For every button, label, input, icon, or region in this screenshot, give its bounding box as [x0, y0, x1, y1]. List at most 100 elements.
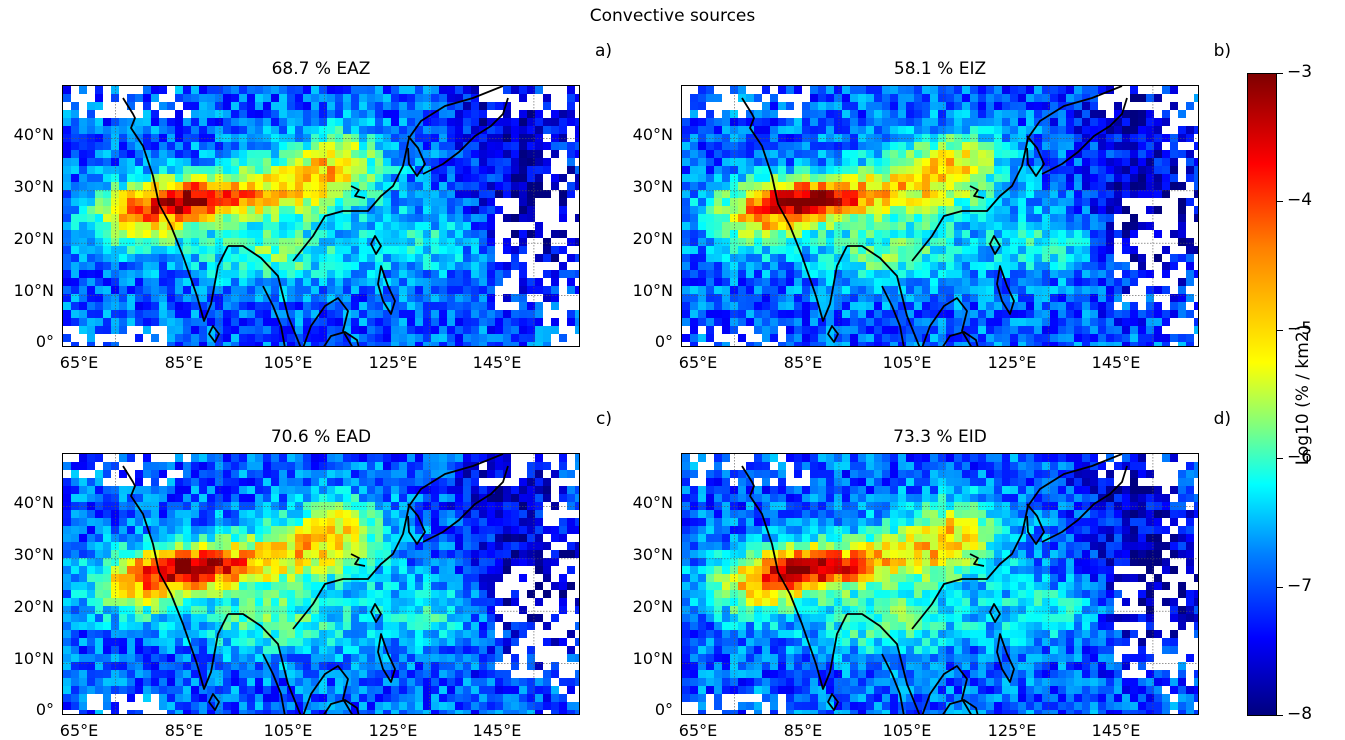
heatmap-cell: [463, 270, 471, 278]
heatmap-cell: [335, 174, 343, 182]
heatmap-cell: [938, 326, 946, 334]
heatmap-cell: [95, 286, 103, 294]
heatmap-cell: [263, 598, 271, 606]
heatmap-cell: [1050, 134, 1058, 142]
heatmap-cell: [722, 230, 730, 238]
heatmap-cell: [423, 142, 431, 150]
heatmap-cell: [551, 254, 559, 262]
heatmap-cell: [263, 230, 271, 238]
heatmap-cell: [279, 118, 287, 126]
heatmap-cell: [690, 302, 698, 310]
heatmap-cell: [1186, 126, 1194, 134]
heatmap-cell: [127, 518, 135, 526]
heatmap-cell: [111, 654, 119, 662]
heatmap-cell: [71, 694, 79, 702]
heatmap-cell: [1082, 334, 1090, 342]
heatmap-cell: [1010, 118, 1018, 126]
heatmap-cell: [543, 294, 551, 302]
heatmap-cell: [231, 334, 239, 342]
heatmap-cell: [1002, 110, 1010, 118]
heatmap-cell: [778, 174, 786, 182]
heatmap-cell: [1002, 262, 1010, 270]
heatmap-cell: [167, 654, 175, 662]
heatmap-cell: [754, 118, 762, 126]
heatmap-cell: [1018, 118, 1026, 126]
heatmap-cell: [255, 590, 263, 598]
heatmap-cell: [1186, 310, 1194, 318]
heatmap-cell: [730, 126, 738, 134]
heatmap-cell: [175, 142, 183, 150]
heatmap-cell: [682, 198, 690, 206]
heatmap-cell: [543, 190, 551, 198]
heatmap-cell: [63, 230, 71, 238]
heatmap-cell: [1106, 270, 1114, 278]
heatmap-cell: [962, 294, 970, 302]
heatmap-cell: [922, 182, 930, 190]
heatmap-cell: [503, 270, 511, 278]
heatmap-cell: [858, 214, 866, 222]
heatmap-cell: [263, 606, 271, 614]
heatmap-cell: [119, 526, 127, 534]
heatmap-cell: [311, 630, 319, 638]
heatmap-cell: [962, 142, 970, 150]
heatmap-cell: [1186, 134, 1194, 142]
heatmap-cell: [271, 590, 279, 598]
heatmap-cell: [135, 494, 143, 502]
heatmap-cell: [151, 294, 159, 302]
heatmap-cell: [79, 510, 87, 518]
heatmap-cell: [71, 222, 79, 230]
heatmap-cell: [882, 182, 890, 190]
heatmap-cell: [431, 222, 439, 230]
heatmap-cell: [223, 702, 231, 710]
heatmap-cell: [754, 150, 762, 158]
heatmap-cell: [239, 582, 247, 590]
heatmap-cell: [914, 174, 922, 182]
heatmap-cell: [111, 86, 119, 94]
heatmap-cell: [559, 174, 567, 182]
heatmap-cell: [1186, 294, 1194, 302]
heatmap-cell: [1018, 182, 1026, 190]
heatmap-cell: [994, 166, 1002, 174]
heatmap-cell: [842, 310, 850, 318]
heatmap-cell: [79, 478, 87, 486]
heatmap-cell: [359, 214, 367, 222]
heatmap-cell: [423, 206, 431, 214]
heatmap-cell: [151, 670, 159, 678]
heatmap-cell: [946, 158, 954, 166]
heatmap-cell: [79, 574, 87, 582]
heatmap-cell: [335, 286, 343, 294]
heatmap-cell: [1098, 150, 1106, 158]
heatmap-cell: [119, 302, 127, 310]
heatmap-cell: [263, 206, 271, 214]
heatmap-cell: [143, 222, 151, 230]
heatmap-cell: [127, 214, 135, 222]
heatmap-cell: [802, 214, 810, 222]
heatmap-cell: [231, 526, 239, 534]
heatmap-cell: [575, 310, 580, 318]
heatmap-cell: [439, 246, 447, 254]
heatmap-cell: [255, 190, 263, 198]
heatmap-cell: [551, 286, 559, 294]
heatmap-cell: [874, 222, 882, 230]
heatmap-cell: [994, 342, 1002, 347]
heatmap-cell: [519, 190, 527, 198]
heatmap-cell: [303, 318, 311, 326]
heatmap-cell: [103, 302, 111, 310]
heatmap-cell: [1162, 182, 1170, 190]
heatmap-cell: [1042, 246, 1050, 254]
heatmap-cell: [279, 342, 287, 347]
heatmap-cell: [95, 478, 103, 486]
heatmap-cell: [1058, 94, 1066, 102]
heatmap-cell: [231, 486, 239, 494]
heatmap-cell: [271, 326, 279, 334]
heatmap-cell: [207, 622, 215, 630]
heatmap-cell: [543, 334, 551, 342]
heatmap-cell: [1106, 262, 1114, 270]
heatmap-cell: [511, 126, 519, 134]
heatmap-cell: [95, 526, 103, 534]
heatmap-cell: [479, 238, 487, 246]
heatmap-cell: [714, 286, 722, 294]
heatmap-cell: [906, 134, 914, 142]
heatmap-cell: [87, 526, 95, 534]
heatmap-cell: [479, 222, 487, 230]
